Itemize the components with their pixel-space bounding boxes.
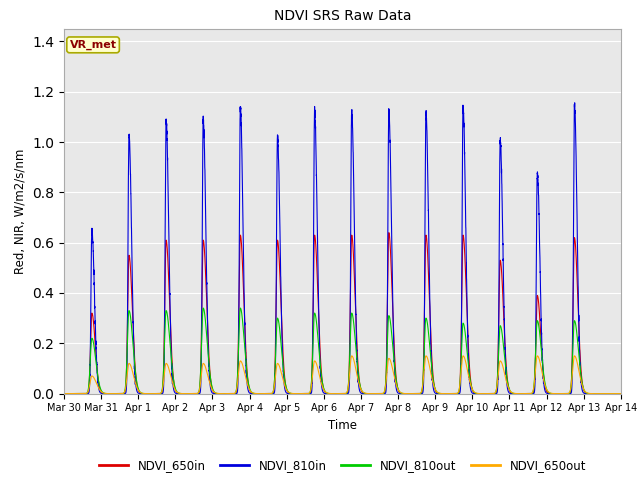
NDVI_810in <box>499 206 506 212</box>
NDVI_810out <box>615 391 623 396</box>
NDVI_810out <box>419 372 427 378</box>
NDVI_810in <box>179 391 187 396</box>
NDVI_650out <box>60 391 68 396</box>
NDVI_650in <box>269 391 276 396</box>
NDVI_650out <box>570 353 578 359</box>
NDVI_650out <box>179 391 187 396</box>
NDVI_810in <box>617 391 625 396</box>
X-axis label: Time: Time <box>328 419 357 432</box>
NDVI_650in <box>419 369 427 375</box>
NDVI_810out <box>617 391 625 396</box>
NDVI_650out <box>419 378 427 384</box>
NDVI_650out <box>269 390 276 396</box>
NDVI_810in <box>173 391 181 396</box>
NDVI_810out <box>499 333 506 338</box>
NDVI_650out <box>499 361 506 367</box>
NDVI_810in <box>615 391 623 396</box>
Text: VR_met: VR_met <box>70 40 116 50</box>
Title: NDVI SRS Raw Data: NDVI SRS Raw Data <box>274 10 411 24</box>
Line: NDVI_650out: NDVI_650out <box>64 356 621 394</box>
NDVI_810in <box>419 387 427 393</box>
NDVI_810out <box>173 389 181 395</box>
NDVI_650out <box>173 389 181 395</box>
NDVI_810out <box>60 391 68 396</box>
NDVI_810out <box>269 390 276 396</box>
NDVI_810out <box>200 305 207 311</box>
NDVI_650in <box>499 283 506 288</box>
NDVI_810in <box>571 100 579 106</box>
Y-axis label: Red, NIR, W/m2/s/nm: Red, NIR, W/m2/s/nm <box>13 148 27 274</box>
NDVI_650in <box>173 390 181 396</box>
NDVI_650in <box>615 391 623 396</box>
NDVI_810in <box>269 391 276 396</box>
NDVI_650in <box>60 391 68 396</box>
NDVI_650in <box>385 230 393 236</box>
NDVI_810in <box>60 391 68 396</box>
Line: NDVI_810out: NDVI_810out <box>64 308 621 394</box>
Legend: NDVI_650in, NDVI_810in, NDVI_810out, NDVI_650out: NDVI_650in, NDVI_810in, NDVI_810out, NDV… <box>94 454 591 477</box>
Line: NDVI_810in: NDVI_810in <box>64 103 621 394</box>
NDVI_650in <box>179 391 187 396</box>
NDVI_650in <box>617 391 625 396</box>
NDVI_650out <box>617 391 625 396</box>
NDVI_810out <box>179 391 187 396</box>
NDVI_650out <box>615 391 623 396</box>
Line: NDVI_650in: NDVI_650in <box>64 233 621 394</box>
